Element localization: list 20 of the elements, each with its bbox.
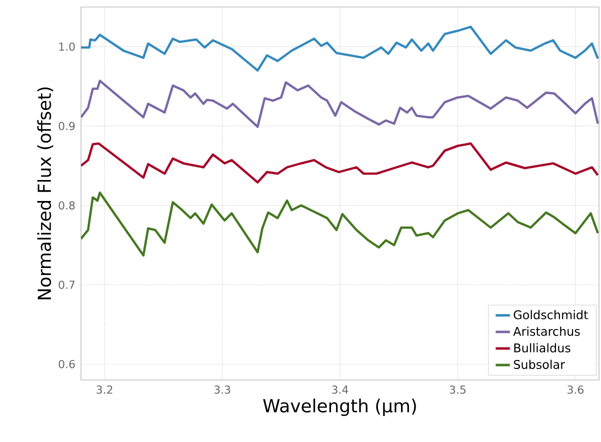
line-series (81, 142, 599, 184)
x-tick-label: 3.2 (96, 386, 112, 394)
y-tick-label: 0.9 (58, 122, 75, 130)
x-tick-label: 3.3 (214, 386, 230, 394)
y-tick-label: 1.0 (59, 42, 75, 51)
y-tick-label: 0.8 (58, 201, 75, 210)
legend-label: Bullialdus (514, 343, 570, 352)
line-series (81, 80, 599, 128)
x-tick-label: 3.5 (450, 386, 466, 394)
y-tick-label: 0.6 (58, 360, 75, 368)
legend-label: Aristarchus (513, 326, 580, 336)
x-tick-label: 3.4 (332, 386, 348, 394)
y-axis-title: Normalized Flux (offset) (37, 87, 54, 300)
line-series (81, 192, 599, 257)
line-series (81, 26, 599, 72)
x-tick-label: 3.6 (568, 386, 584, 394)
legend-label: Subsolar (514, 360, 565, 369)
legend-label: Goldschmidt (514, 310, 588, 320)
y-tick-label: 0.7 (58, 280, 75, 289)
x-axis-title: Wavelength (μm) (263, 398, 416, 416)
